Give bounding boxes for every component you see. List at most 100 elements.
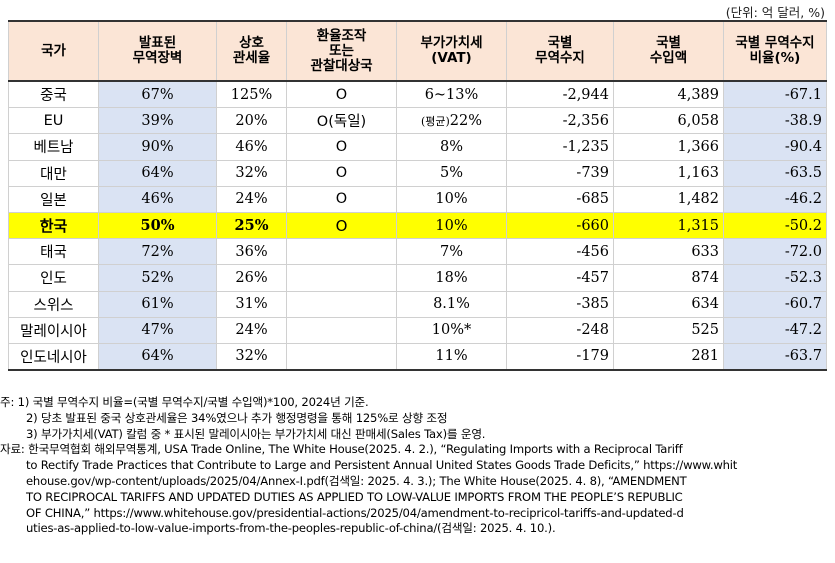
cell-barrier: 61% — [98, 290, 217, 318]
cell-ratio-text: -47.2 — [784, 322, 822, 339]
cell-fx: O(독일) — [286, 107, 397, 135]
cell-vat-text: 18% — [435, 269, 468, 286]
cell-tariff-text: 20% — [235, 112, 268, 129]
cell-fx — [286, 316, 397, 344]
cell-balance: -2,356 — [506, 107, 614, 135]
cell-barrier: 39% — [98, 107, 217, 135]
cell-tariff-text: 32% — [235, 165, 268, 182]
source-line: uties-as-applied-to-low-value-imports-fr… — [26, 521, 556, 536]
cell-imports: 1,163 — [613, 159, 724, 187]
cell-fx-text: O — [335, 86, 348, 103]
cell-country-text: 스위스 — [33, 297, 74, 314]
cell-ratio-text: -63.5 — [784, 165, 822, 182]
note-line: 2) 당초 발표된 중국 상호관세율은 34%였으나 추가 행정명령을 통해 1… — [26, 410, 448, 425]
cell-fx: O — [286, 159, 397, 187]
cell-vat-text: 11% — [435, 348, 468, 365]
cell-balance-text: -2,356 — [562, 112, 609, 129]
cell-ratio: -72.0 — [723, 238, 827, 266]
cell-tariff-text: 46% — [235, 138, 268, 155]
cell-barrier: 64% — [98, 159, 217, 187]
cell-vat: 8.1% — [396, 290, 507, 318]
cell-tariff: 25% — [216, 211, 287, 240]
cell-country: 베트남 — [8, 133, 99, 161]
source-line: TO RECIPROCAL TARIFFS AND UPDATED DUTIES… — [26, 489, 683, 504]
cell-ratio: -67.1 — [723, 80, 827, 109]
cell-imports-text: 4,389 — [677, 86, 719, 103]
cell-balance: -660 — [506, 211, 614, 240]
table-row: 중국 67% 125% O 6~13% -2,944 4,389 -67.1 — [8, 80, 827, 109]
cell-vat-text: 22% — [449, 112, 483, 129]
cell-tariff-text: 26% — [235, 269, 268, 286]
cell-country-text: 태국 — [40, 245, 67, 262]
cell-balance: -1,235 — [506, 133, 614, 161]
header-vat: 부가가치세 (VAT) — [396, 20, 507, 82]
cell-ratio-text: -90.4 — [784, 138, 822, 155]
cell-country: EU — [8, 107, 99, 135]
cell-country-text: 대만 — [40, 166, 67, 183]
cell-vat: 10% — [396, 185, 507, 213]
cell-tariff-text: 36% — [235, 243, 268, 260]
header-fx-watch: 환율조작 또는 관찰대상국 — [286, 20, 397, 82]
cell-imports: 281 — [613, 342, 724, 372]
cell-imports: 525 — [613, 316, 724, 344]
cell-barrier-text: 61% — [141, 296, 174, 313]
cell-ratio-text: -38.9 — [784, 112, 822, 129]
cell-country-text: 인도 — [40, 271, 67, 288]
header-announced-barrier: 발표된 무역장벽 — [98, 20, 217, 82]
cell-country: 한국 — [8, 211, 99, 240]
cell-vat: 10% — [396, 211, 507, 240]
cell-barrier: 67% — [98, 80, 217, 109]
cell-vat-text: 10%* — [431, 322, 472, 339]
table-row: EU 39% 20% O(독일) (평균)22% -2,356 6,058 -38.9 — [8, 107, 827, 135]
source-line: 자료: 한국무역협회 해외무역통계, USA Trade Online, The… — [0, 442, 683, 457]
cell-imports-text: 634 — [691, 296, 719, 313]
cell-ratio: -60.7 — [723, 290, 827, 318]
cell-imports-text: 6,058 — [677, 112, 719, 129]
cell-barrier: 46% — [98, 185, 217, 213]
cell-tariff: 36% — [216, 238, 287, 266]
cell-balance: -456 — [506, 238, 614, 266]
cell-fx — [286, 290, 397, 318]
cell-country-text: EU — [43, 112, 64, 129]
cell-vat-text: 7% — [439, 243, 463, 260]
cell-country-text: 한국 — [39, 217, 68, 236]
cell-vat: 10%* — [396, 316, 507, 344]
cell-imports-text: 1,315 — [677, 217, 719, 234]
cell-fx-text: O — [335, 138, 348, 155]
cell-balance-text: -739 — [576, 165, 609, 182]
cell-tariff: 24% — [216, 316, 287, 344]
cell-balance-text: -660 — [576, 217, 609, 234]
cell-imports: 4,389 — [613, 80, 724, 109]
cell-ratio: -90.4 — [723, 133, 827, 161]
cell-balance-text: -248 — [576, 322, 609, 339]
cell-country: 인도네시아 — [8, 342, 99, 372]
cell-ratio-text: -60.7 — [784, 296, 822, 313]
cell-ratio: -63.7 — [723, 342, 827, 372]
cell-balance-text: -2,944 — [562, 86, 609, 103]
header-trade-balance: 국별 무역수지 — [506, 20, 614, 82]
cell-country: 중국 — [8, 80, 99, 109]
cell-barrier-text: 64% — [141, 348, 174, 365]
cell-fx-text: O — [335, 191, 348, 208]
cell-fx: O — [286, 133, 397, 161]
source-line: OF CHINA,” https://www.whitehouse.gov/pr… — [26, 505, 684, 520]
cell-vat: 5% — [396, 159, 507, 187]
cell-balance: -385 — [506, 290, 614, 318]
cell-imports-text: 633 — [691, 243, 719, 260]
cell-ratio: -50.2 — [723, 211, 827, 240]
cell-country-text: 중국 — [40, 88, 67, 105]
cell-country: 스위스 — [8, 290, 99, 318]
cell-imports: 634 — [613, 290, 724, 318]
cell-tariff: 32% — [216, 342, 287, 372]
cell-ratio: -63.5 — [723, 159, 827, 187]
cell-tariff-text: 31% — [235, 296, 268, 313]
table-row: 일본 46% 24% O 10% -685 1,482 -46.2 — [8, 185, 827, 213]
cell-balance-text: -456 — [576, 243, 609, 260]
cell-vat-text: 8.1% — [433, 296, 470, 313]
cell-barrier-text: 90% — [141, 138, 174, 155]
cell-tariff: 20% — [216, 107, 287, 135]
notes-block: 주: 1) 국별 무역수지 비율=(국별 무역수지/국별 수입액)*100, 2… — [0, 395, 830, 537]
cell-country-text: 일본 — [40, 192, 67, 209]
cell-fx: O — [286, 185, 397, 213]
